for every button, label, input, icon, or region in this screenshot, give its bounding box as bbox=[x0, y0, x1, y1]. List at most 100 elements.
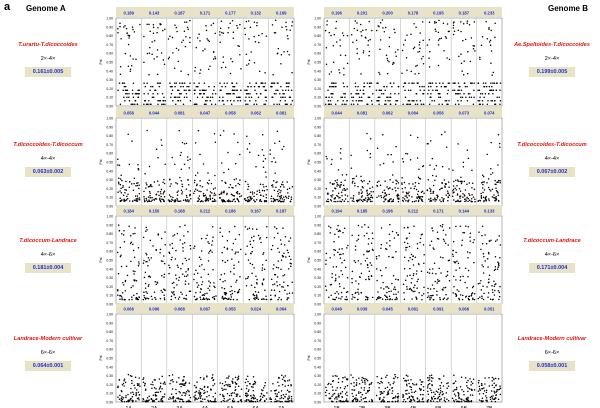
fst-point bbox=[405, 249, 407, 251]
fst-point bbox=[478, 89, 481, 91]
fst-point bbox=[254, 200, 256, 203]
fst-point bbox=[147, 297, 150, 300]
fst-value-label: 0.196 bbox=[331, 11, 342, 16]
fst-point bbox=[164, 163, 166, 165]
fst-point bbox=[187, 274, 189, 276]
fst-point bbox=[380, 287, 382, 289]
fst-point bbox=[418, 387, 421, 390]
fst-point bbox=[259, 198, 262, 201]
fst-point bbox=[183, 375, 185, 378]
fst-point bbox=[387, 390, 389, 392]
fst-point bbox=[180, 398, 183, 401]
fst-point bbox=[352, 395, 354, 398]
fst-point bbox=[422, 393, 424, 396]
fst-point bbox=[417, 400, 420, 403]
fst-value-label: 0.066 bbox=[459, 307, 470, 312]
fst-point bbox=[404, 389, 407, 392]
fst-point bbox=[452, 169, 454, 171]
x-tick-label: 3B bbox=[384, 406, 391, 408]
fst-point bbox=[233, 89, 236, 91]
fst-point bbox=[247, 380, 249, 383]
fst-point bbox=[436, 194, 438, 196]
fst-point bbox=[466, 22, 468, 24]
fst-point bbox=[259, 399, 262, 402]
fst-point bbox=[156, 56, 158, 58]
fst-point bbox=[283, 199, 286, 201]
fst-point bbox=[467, 226, 469, 228]
fst-point bbox=[222, 56, 225, 58]
fst-point bbox=[119, 22, 121, 25]
fst-point bbox=[260, 398, 262, 400]
fst-point bbox=[174, 85, 176, 88]
fst-point bbox=[143, 35, 145, 38]
fst-point bbox=[164, 231, 166, 233]
fst-point bbox=[187, 73, 190, 76]
fst-value-label: 0.143 bbox=[149, 11, 160, 16]
y-tick-label: 0.00 bbox=[314, 303, 321, 307]
fst-point bbox=[448, 99, 450, 102]
fst-point bbox=[119, 73, 122, 76]
fst-point bbox=[163, 396, 165, 398]
fst-point bbox=[132, 243, 134, 245]
fst-point bbox=[208, 252, 210, 254]
fst-point bbox=[252, 400, 255, 403]
fst-point bbox=[284, 375, 287, 377]
fst-point bbox=[491, 74, 493, 76]
fst-point bbox=[356, 400, 359, 402]
fst-point bbox=[270, 82, 273, 84]
fst-point bbox=[324, 103, 327, 105]
fst-point bbox=[144, 282, 147, 285]
fst-point bbox=[120, 187, 122, 190]
fst-point bbox=[426, 44, 429, 46]
fst-point bbox=[380, 400, 382, 403]
fst-point bbox=[353, 260, 356, 262]
fst-point bbox=[496, 82, 498, 84]
fst-point bbox=[265, 236, 268, 239]
fst-point bbox=[200, 200, 203, 202]
fst-value-label: 0.051 bbox=[484, 307, 495, 312]
fst-point bbox=[331, 395, 333, 397]
fst-point bbox=[128, 200, 131, 202]
fst-point bbox=[342, 82, 345, 84]
fst-point bbox=[410, 395, 413, 397]
fst-point bbox=[201, 89, 204, 91]
fst-point bbox=[415, 383, 417, 386]
fst-point bbox=[496, 96, 498, 98]
fst-point bbox=[432, 192, 434, 194]
fst-point bbox=[286, 35, 289, 37]
fst-point bbox=[280, 194, 283, 197]
fst-point bbox=[382, 27, 384, 29]
fst-point bbox=[417, 200, 420, 203]
fst-point bbox=[337, 381, 340, 384]
fst-point bbox=[466, 99, 469, 102]
fst-point bbox=[361, 226, 363, 228]
fst-point bbox=[264, 72, 266, 74]
fst-point bbox=[160, 195, 162, 198]
plot-frame bbox=[323, 117, 503, 207]
fst-point bbox=[179, 154, 182, 156]
fst-point bbox=[328, 85, 331, 88]
fst-point bbox=[353, 381, 355, 384]
fst-point bbox=[416, 157, 419, 159]
fst-point bbox=[354, 399, 357, 401]
fst-point bbox=[367, 275, 370, 278]
fst-point bbox=[212, 396, 214, 398]
fst-point bbox=[358, 96, 361, 98]
fst-point bbox=[248, 227, 251, 229]
fst-point bbox=[278, 103, 281, 105]
fst-point bbox=[281, 96, 284, 98]
fst-point bbox=[488, 240, 491, 243]
fst-value-label: 0.168 bbox=[174, 209, 185, 214]
fst-point bbox=[151, 199, 153, 201]
row4-b-mean: 0.058±0.001 bbox=[529, 361, 575, 371]
fst-point bbox=[342, 184, 345, 186]
fst-point bbox=[481, 387, 484, 390]
fst-point bbox=[258, 34, 260, 37]
fst-point bbox=[416, 64, 418, 67]
fst-point bbox=[223, 190, 225, 192]
fst-point bbox=[159, 82, 162, 84]
fst-point bbox=[142, 236, 145, 239]
fst-point bbox=[255, 199, 258, 201]
fst-point bbox=[273, 283, 276, 285]
fst-point bbox=[419, 99, 422, 102]
